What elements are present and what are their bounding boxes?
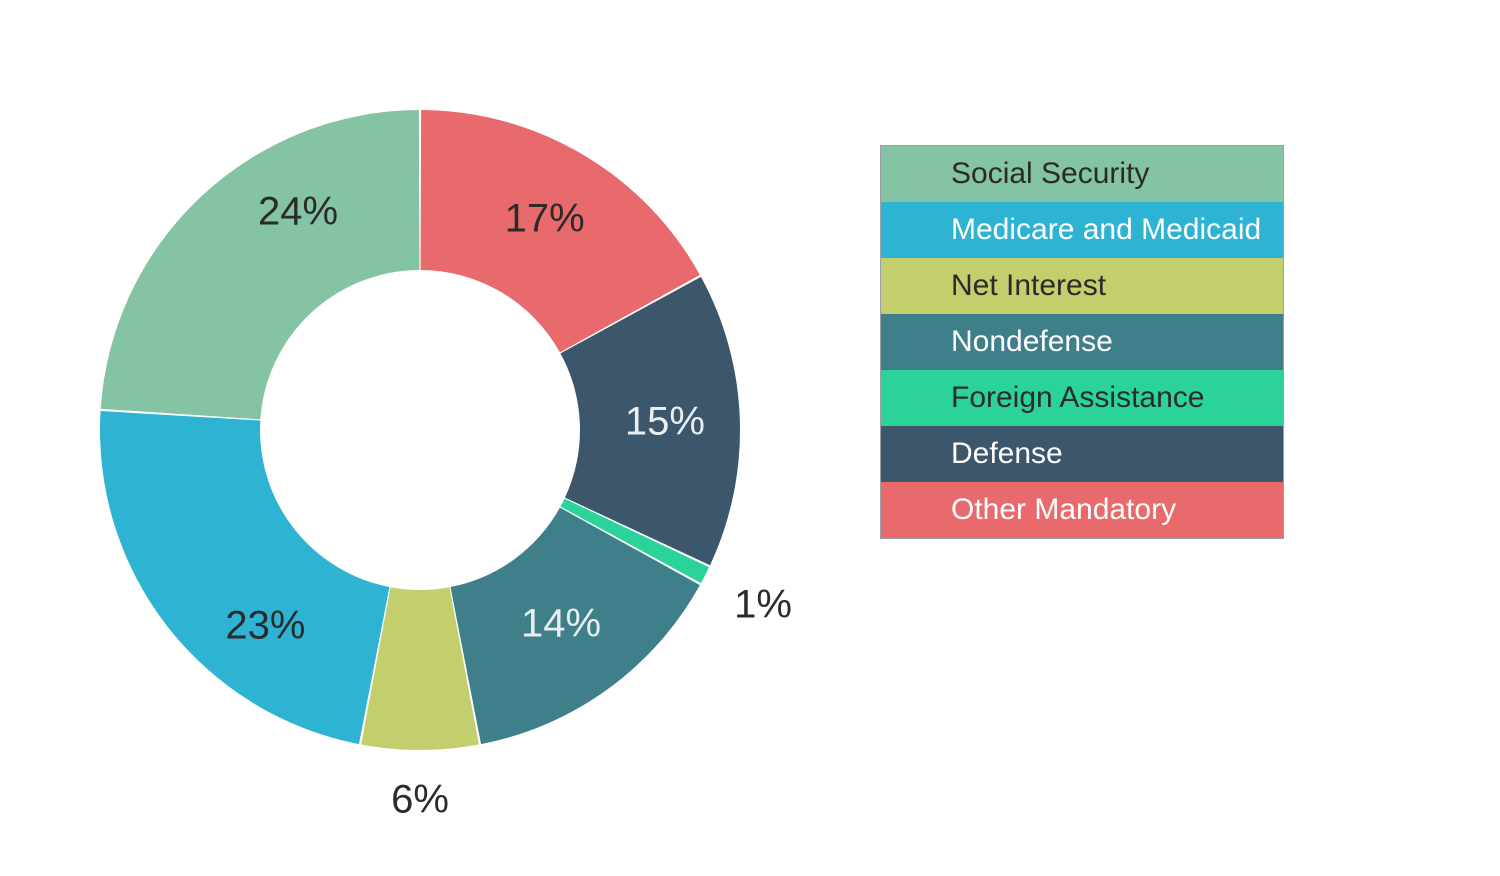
percent-label: 23% [225,604,305,649]
legend-swatch [881,258,937,314]
percent-label: 1% [734,582,792,627]
legend-row: Net Interest [881,258,1283,314]
percent-label: 15% [625,400,705,445]
legend-swatch [881,426,937,482]
donut-slice [101,110,420,419]
legend-label: Defense [937,426,1283,482]
legend-row: Social Security [881,146,1283,202]
legend-swatch [881,482,937,538]
legend-label: Net Interest [937,258,1283,314]
percent-label: 24% [258,189,338,234]
legend-label: Other Mandatory [937,482,1283,538]
legend-label: Social Security [937,146,1283,202]
legend-label: Medicare and Medicaid [937,202,1283,258]
legend-label: Foreign Assistance [937,370,1283,426]
legend: Social SecurityMedicare and MedicaidNet … [880,145,1284,539]
legend-row: Medicare and Medicaid [881,202,1283,258]
legend-swatch [881,370,937,426]
donut-slice [100,411,389,744]
legend-swatch [881,202,937,258]
legend-row: Other Mandatory [881,482,1283,538]
legend-swatch [881,146,937,202]
legend-swatch [881,314,937,370]
percent-label: 17% [505,197,585,242]
percent-label: 14% [521,602,601,647]
legend-label: Nondefense [937,314,1283,370]
chart-stage: 24% 23% 6% 14% 1% 15% 17% Social SecurityMedic… [0,0,1500,876]
percent-label: 6% [391,778,449,823]
legend-row: Foreign Assistance [881,370,1283,426]
legend-row: Nondefense [881,314,1283,370]
legend-row: Defense [881,426,1283,482]
